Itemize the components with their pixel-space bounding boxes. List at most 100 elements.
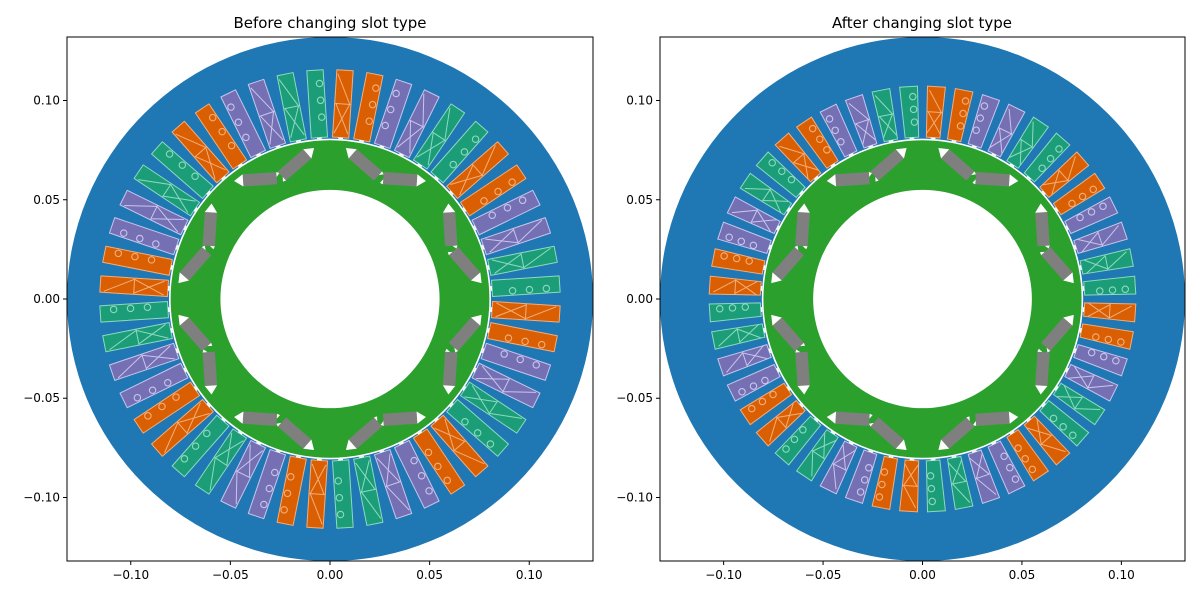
conductor-out-icon <box>1096 287 1104 295</box>
stator-slot <box>353 72 384 143</box>
conductor-out-icon <box>1059 423 1067 431</box>
conductor-out-icon <box>1117 338 1125 346</box>
rotor-magnet <box>178 314 213 351</box>
slot-winding <box>331 459 354 529</box>
rotor-magnet <box>826 172 872 187</box>
conductor-in-icon <box>103 278 165 296</box>
slot-opening <box>316 458 322 461</box>
conductor-out-icon <box>165 150 174 158</box>
stator-slot <box>306 458 329 529</box>
conductor-out-icon <box>738 388 746 396</box>
slot-winding <box>99 300 169 323</box>
slot-opening <box>951 455 957 459</box>
stator-slot <box>1079 323 1134 350</box>
conductor-out-icon <box>271 468 279 477</box>
slot-opening <box>813 418 819 423</box>
slot-winding <box>471 189 541 236</box>
slot-opening <box>295 139 301 143</box>
axes-before: −0.10 −0.05 0.00 0.05 0.10 −0.10 −0.05 0.00 0.05… <box>23 36 594 582</box>
conductor-out-icon <box>856 488 865 496</box>
conductor-out-icon <box>1028 465 1037 474</box>
flux-barrier-pocket <box>1040 251 1045 256</box>
magnet-body <box>941 417 975 449</box>
conductor-out-icon <box>1049 414 1058 423</box>
stator-slot <box>925 458 946 513</box>
slot-opening <box>221 418 226 423</box>
rotor-magnet <box>345 147 384 181</box>
conductor-out-icon <box>961 97 970 105</box>
conductor-out-icon <box>504 334 513 342</box>
stator-slot <box>471 189 541 236</box>
flux-barrier-pocket <box>1008 174 1019 187</box>
stator-slot <box>795 116 839 169</box>
slot-opening <box>1073 348 1077 354</box>
conductor-out-icon <box>172 393 180 401</box>
stator-slot <box>108 342 180 381</box>
magnet-body <box>870 149 904 181</box>
conductor-out-icon <box>976 114 985 122</box>
slot-opening <box>1026 175 1032 180</box>
flux-barrier-pocket <box>303 439 315 451</box>
conductor-out-icon <box>1046 154 1055 163</box>
slot-opening <box>399 441 404 446</box>
magnet-body <box>382 172 418 187</box>
stator-slot <box>1006 116 1050 169</box>
slot-opening <box>888 455 894 459</box>
conductor-in-icon <box>397 93 425 154</box>
y-tick-label: 0.10 <box>626 94 653 108</box>
stator-slot <box>726 363 781 402</box>
conductor-out-icon <box>425 487 433 495</box>
conductor-out-icon <box>909 105 918 114</box>
flux-barrier-pocket <box>202 349 208 353</box>
slot-opening <box>359 139 365 143</box>
conductor-out-icon <box>790 435 799 444</box>
magnet-body <box>242 172 278 187</box>
slot-opening <box>316 137 322 140</box>
x-tick-label: 0.05 <box>1009 568 1036 582</box>
flux-barrier-pocket <box>895 439 907 451</box>
flux-barrier-pocket <box>1046 347 1051 353</box>
conductor-out-icon <box>749 382 758 390</box>
conductor-out-icon <box>980 102 989 110</box>
slot-opening <box>449 402 454 408</box>
conductor-in-icon <box>726 345 768 373</box>
flux-barrier-pocket <box>1035 203 1048 213</box>
slot-opening <box>991 441 997 446</box>
conductor-out-icon <box>368 100 377 109</box>
conductor-out-icon <box>287 473 295 481</box>
conductor-out-icon <box>164 379 172 387</box>
conductor-out-icon <box>143 303 152 311</box>
rotor-magnet <box>1035 203 1050 249</box>
conductor-out-icon <box>715 304 724 313</box>
flux-barrier-pocket <box>276 413 281 419</box>
conductor-in-icon <box>209 432 244 491</box>
slot-winding <box>795 429 839 482</box>
conductor-out-icon <box>392 89 400 98</box>
slot-opening <box>1079 265 1082 271</box>
slot-opening <box>359 455 365 459</box>
conductor-in-icon <box>308 463 327 525</box>
y-tick-label: 0.05 <box>626 193 653 207</box>
slot-winding <box>1006 429 1050 482</box>
stator-slot <box>871 87 899 143</box>
slot-winding <box>393 439 440 509</box>
magnet-body <box>1035 351 1050 387</box>
conductor-out-icon <box>280 506 288 514</box>
slot-opening <box>830 163 836 167</box>
rotor-magnet <box>870 147 907 182</box>
slot-winding <box>967 94 1001 149</box>
conductor-in-icon <box>874 95 898 138</box>
conductor-out-icon <box>1078 192 1087 201</box>
slot-opening <box>909 137 915 140</box>
slot-opening <box>379 145 385 148</box>
flux-barrier-pocket <box>895 147 907 159</box>
conductor-in-icon <box>832 444 856 490</box>
slot-opening <box>193 386 198 391</box>
conductor-in-icon <box>250 87 284 145</box>
flux-barrier-pocket <box>445 348 451 353</box>
stator-slot <box>708 302 763 323</box>
stator-slot <box>194 103 248 170</box>
stator-slot <box>353 455 384 526</box>
conductor-out-icon <box>144 412 152 420</box>
slot-opening <box>1009 431 1015 435</box>
